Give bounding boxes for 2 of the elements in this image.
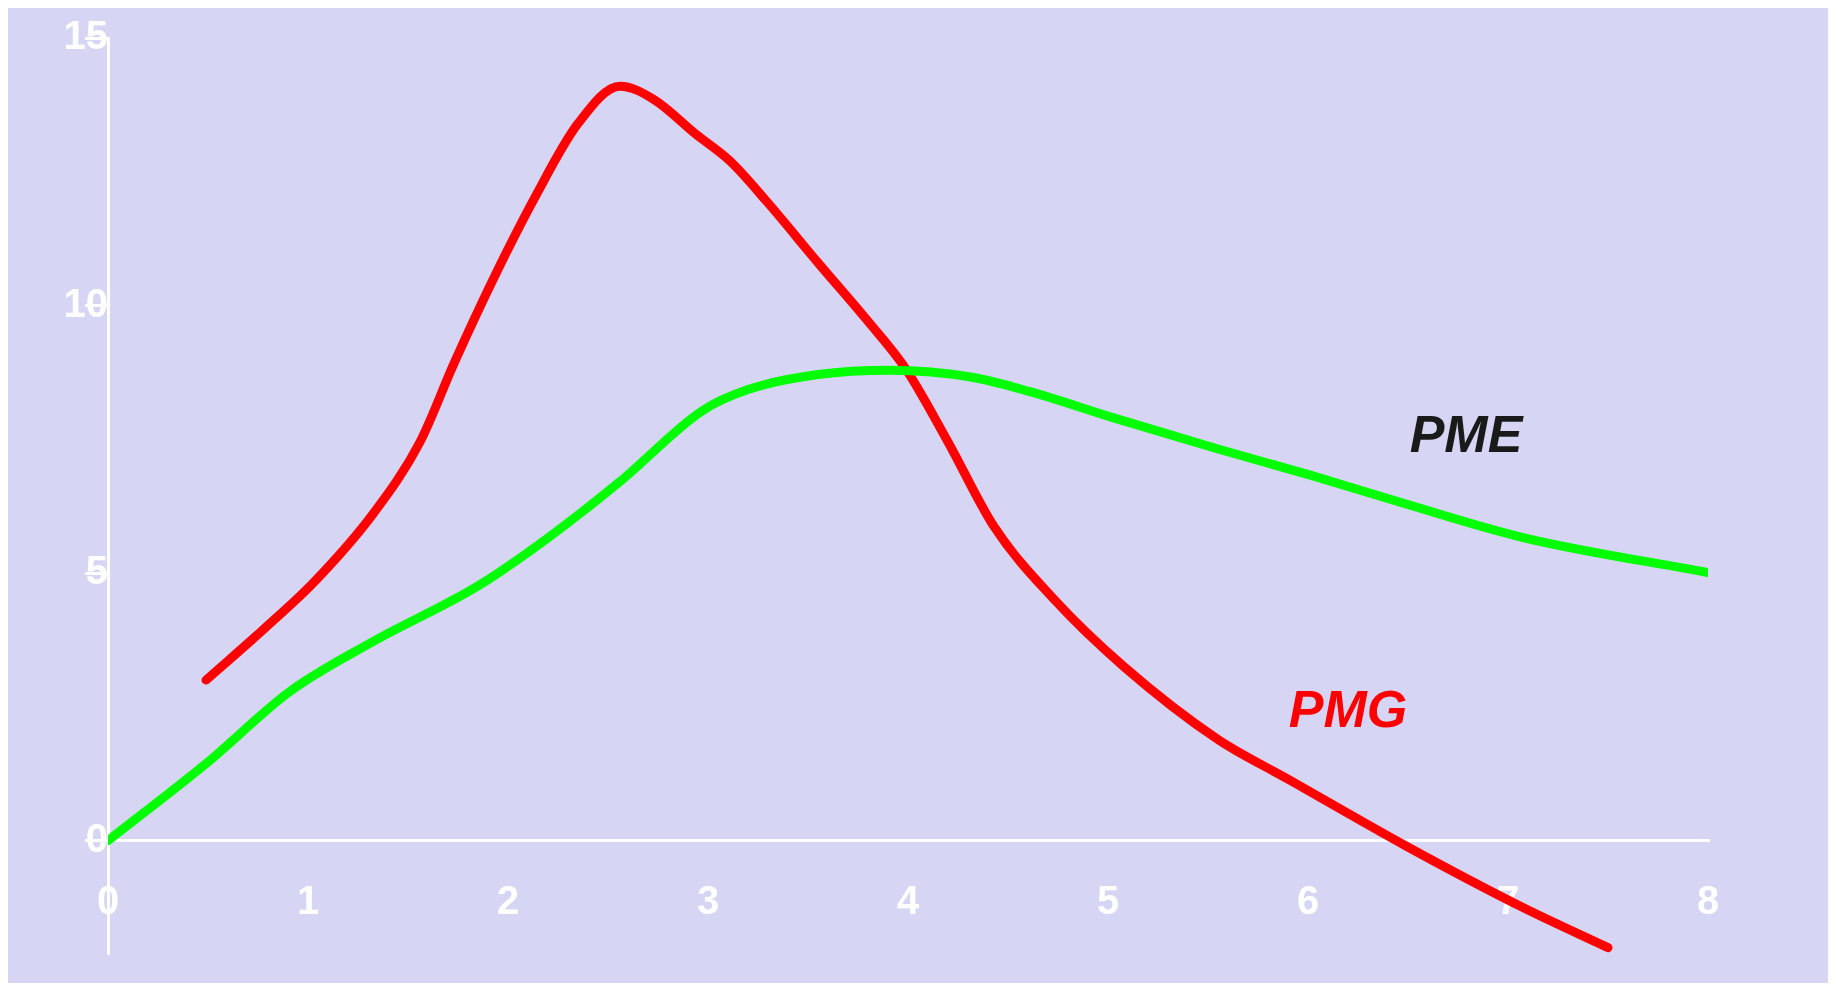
series-label: PME — [1409, 405, 1524, 464]
series-label: PMG — [1288, 680, 1408, 739]
